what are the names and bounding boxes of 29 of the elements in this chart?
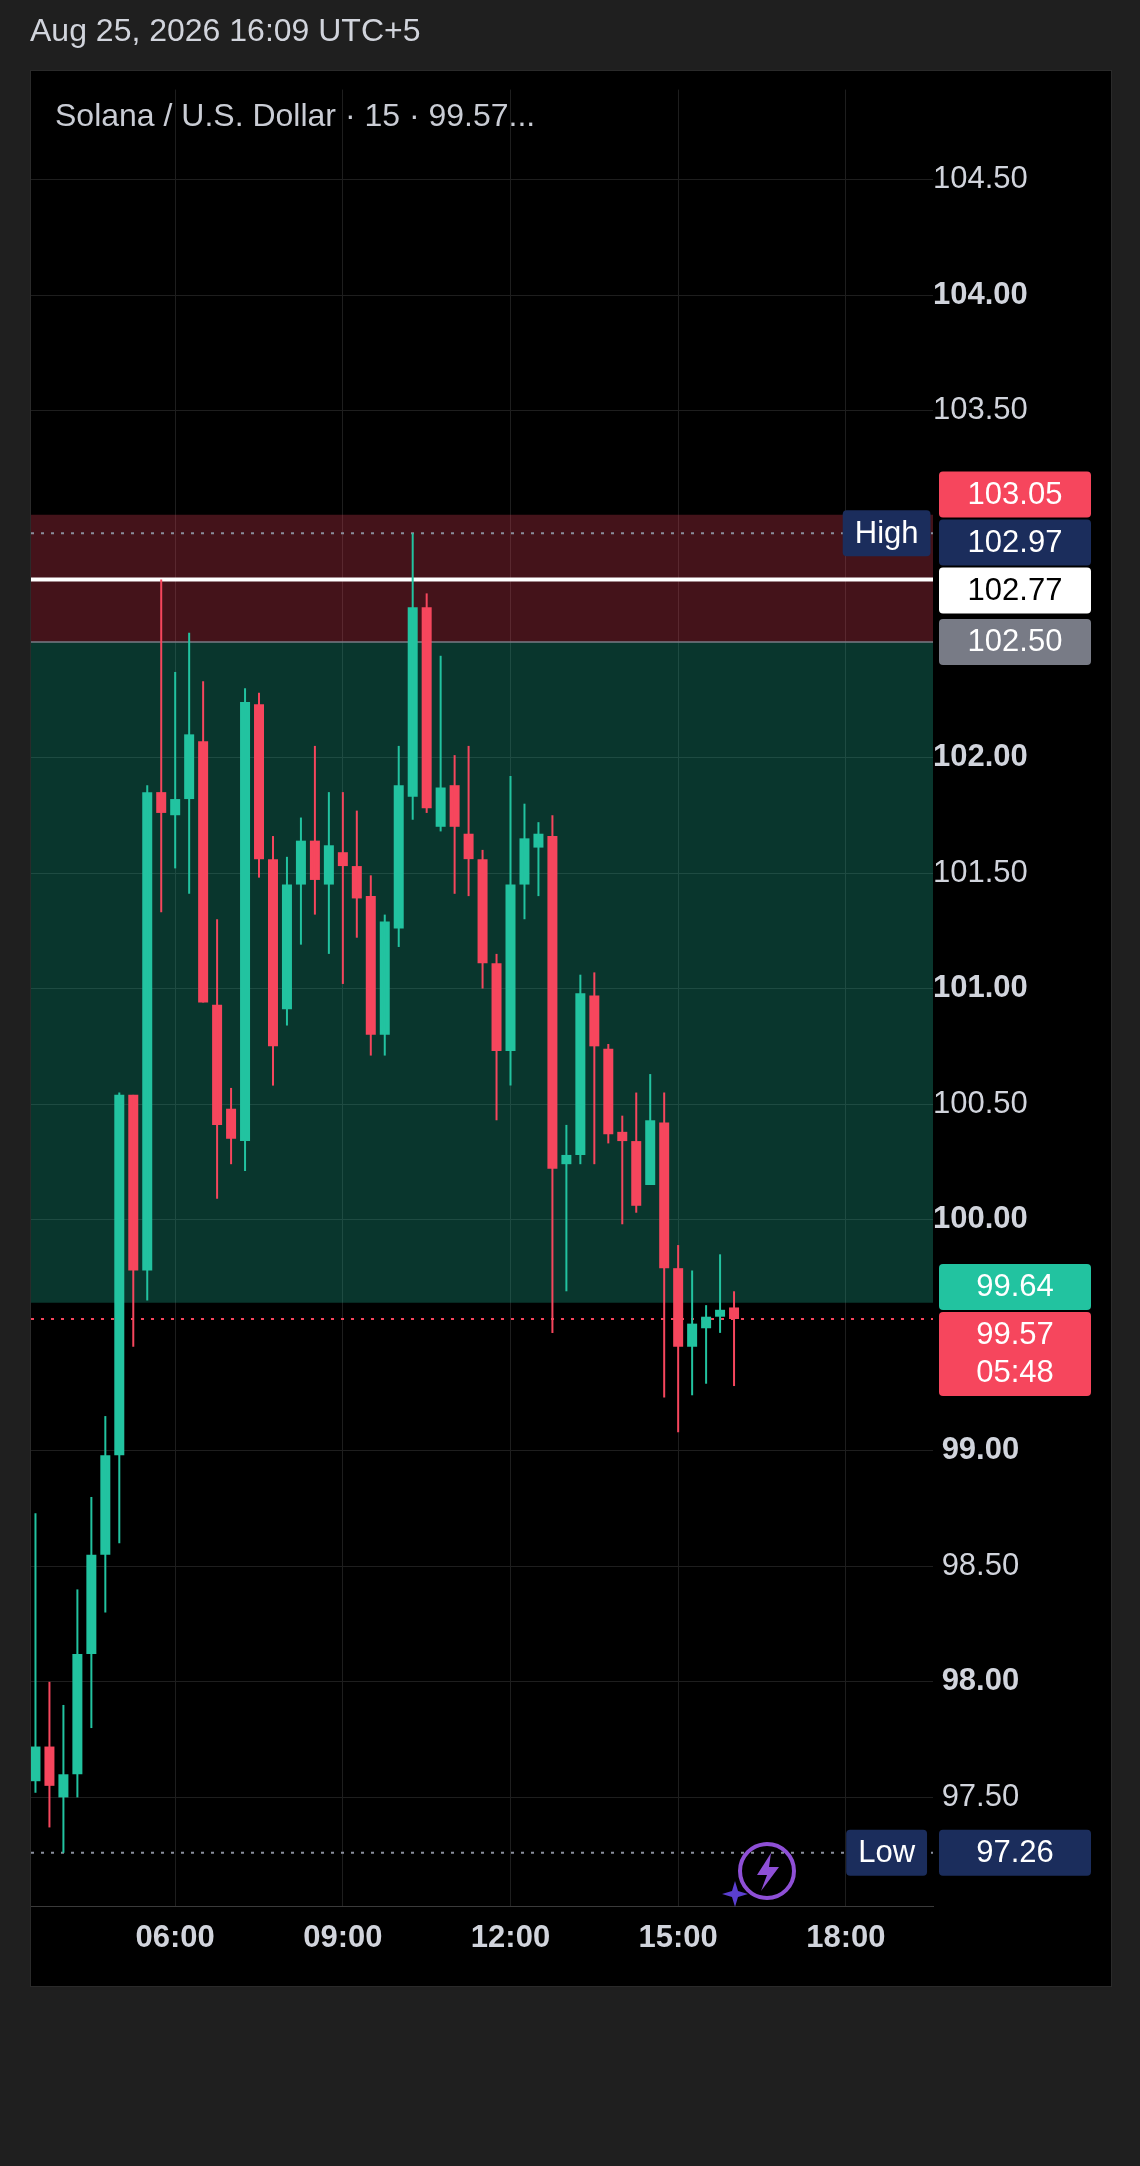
ref-line-label: 102.97 [967,524,1063,560]
text: 05:48 [976,1354,1054,1390]
band-label: 99.64 [976,1268,1054,1304]
annotation: High [854,514,919,550]
ref-line-label: 102.77 [967,572,1063,608]
ref-line-label: 99.57 [976,1316,1054,1352]
y-tick-label: 101.50 [932,853,1028,889]
y-tick-label: 104.50 [932,160,1028,196]
y-tick-label: 101.00 [932,969,1028,1005]
chart-title: Solana / U.S. Dollar · 15 · 99.57... [55,97,536,134]
y-tick-label: 97.50 [941,1777,1020,1813]
y-tick-label: 100.50 [932,1084,1028,1120]
annotation: Low [858,1834,916,1870]
y-tick-label: 104.00 [932,275,1028,311]
x-tick-label: 09:00 [303,1919,383,1955]
band-label: 103.05 [967,476,1063,512]
y-tick-label: 98.00 [941,1662,1020,1698]
x-tick-label: 18:00 [806,1919,886,1955]
y-tick-label: 102.00 [932,738,1028,774]
ref-line-label: 102.50 [967,623,1063,659]
x-tick-label: 12:00 [470,1919,551,1955]
y-tick-label: 100.00 [932,1200,1028,1236]
y-tick-label: 98.50 [941,1546,1020,1582]
x-tick-label: 06:00 [135,1919,215,1955]
ref-line-label: 97.26 [976,1834,1054,1870]
chart-subtitle: Aug 25, 2026 16:09 UTC+5 [30,12,421,49]
y-tick-label: 99.00 [941,1431,1020,1467]
y-tick-label: 103.50 [932,391,1028,427]
x-tick-label: 15:00 [638,1919,718,1955]
